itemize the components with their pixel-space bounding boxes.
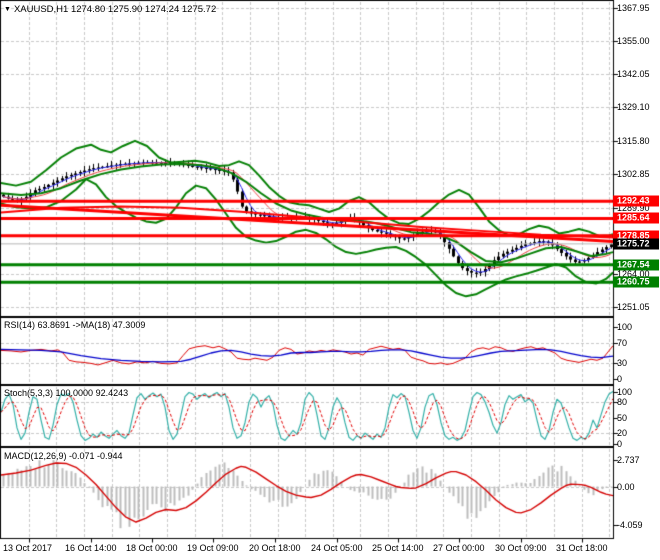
rsi-indicator-label: RSI(14) 63.8691 ->MA(18) 47.3009 [4, 320, 146, 330]
date-tick-label: 13 Oct 2017 [3, 543, 53, 553]
stochastic-indicator-label: Stoch(5,3,3) 100.0000 92.4243 [4, 388, 129, 398]
date-tick-label: 31 Oct 18:00 [556, 543, 608, 553]
macd-tick-label: -4.059 [617, 520, 643, 531]
date-tick-label: 20 Oct 18:00 [249, 543, 301, 553]
date-tick-label: 18 Oct 00:00 [126, 543, 178, 553]
price-tick-label: 1315.80 [617, 136, 650, 147]
macd-tick-label: 2.737 [617, 455, 640, 466]
stochastic-tick-label: 20 [617, 428, 628, 439]
date-tick-label: 19 Oct 09:00 [187, 543, 239, 553]
price-tick-label: 1329.10 [617, 102, 650, 113]
price-tick-label: 1302.85 [617, 169, 650, 180]
price-tick-label: 1251.05 [617, 301, 650, 312]
macd-indicator-label: MACD(12,26,9) -0.071 -0.944 [4, 451, 123, 461]
price-level-badge-1267.54: 1267.54 [613, 259, 659, 271]
stochastic-tick-label: 80 [617, 396, 628, 407]
chart-title-text: XAUUSD,H1 1274.80 1275.90 1274.24 1275.7… [13, 4, 217, 15]
stochastic-tick-label: 0 [617, 438, 623, 449]
date-tick-label: 27 Oct 00:00 [433, 543, 485, 553]
symbol-dropdown-icon[interactable]: ▼ [4, 6, 11, 13]
price-level-badge-1260.75: 1260.75 [613, 276, 659, 288]
price-tick-label: 1264.00 [617, 268, 650, 279]
price-tick-label: 1342.05 [617, 69, 650, 80]
price-level-badge-1285.64: 1285.64 [613, 212, 659, 224]
price-tick-label: 1289.90 [617, 202, 650, 213]
rsi-tick-label: 30 [617, 358, 628, 369]
price-tick-label: 1355.00 [617, 36, 650, 47]
stochastic-tick-label: 50 [617, 412, 628, 423]
chart-title: ▼ XAUUSD,H1 1274.80 1275.90 1274.24 1275.… [4, 4, 216, 15]
macd-tick-label: 0.00 [617, 481, 635, 492]
date-tick-label: 24 Oct 05:00 [311, 543, 363, 553]
date-tick-label: 25 Oct 14:00 [372, 543, 424, 553]
rsi-tick-label: 100 [617, 322, 633, 332]
date-tick-label: 30 Oct 09:00 [495, 543, 547, 553]
rsi-tick-label: 0 [617, 374, 623, 384]
price-tick-label: 1367.95 [617, 3, 650, 14]
stochastic-tick-label: 100 [617, 386, 633, 397]
price-level-badge-1292.43: 1292.43 [613, 195, 659, 207]
date-tick-label: 16 Oct 14:00 [65, 543, 117, 553]
price-level-badge-1278.85: 1278.85 [613, 230, 659, 242]
price-level-badge-1275.72: 1275.72 [613, 238, 659, 250]
rsi-tick-label: 70 [617, 337, 628, 348]
